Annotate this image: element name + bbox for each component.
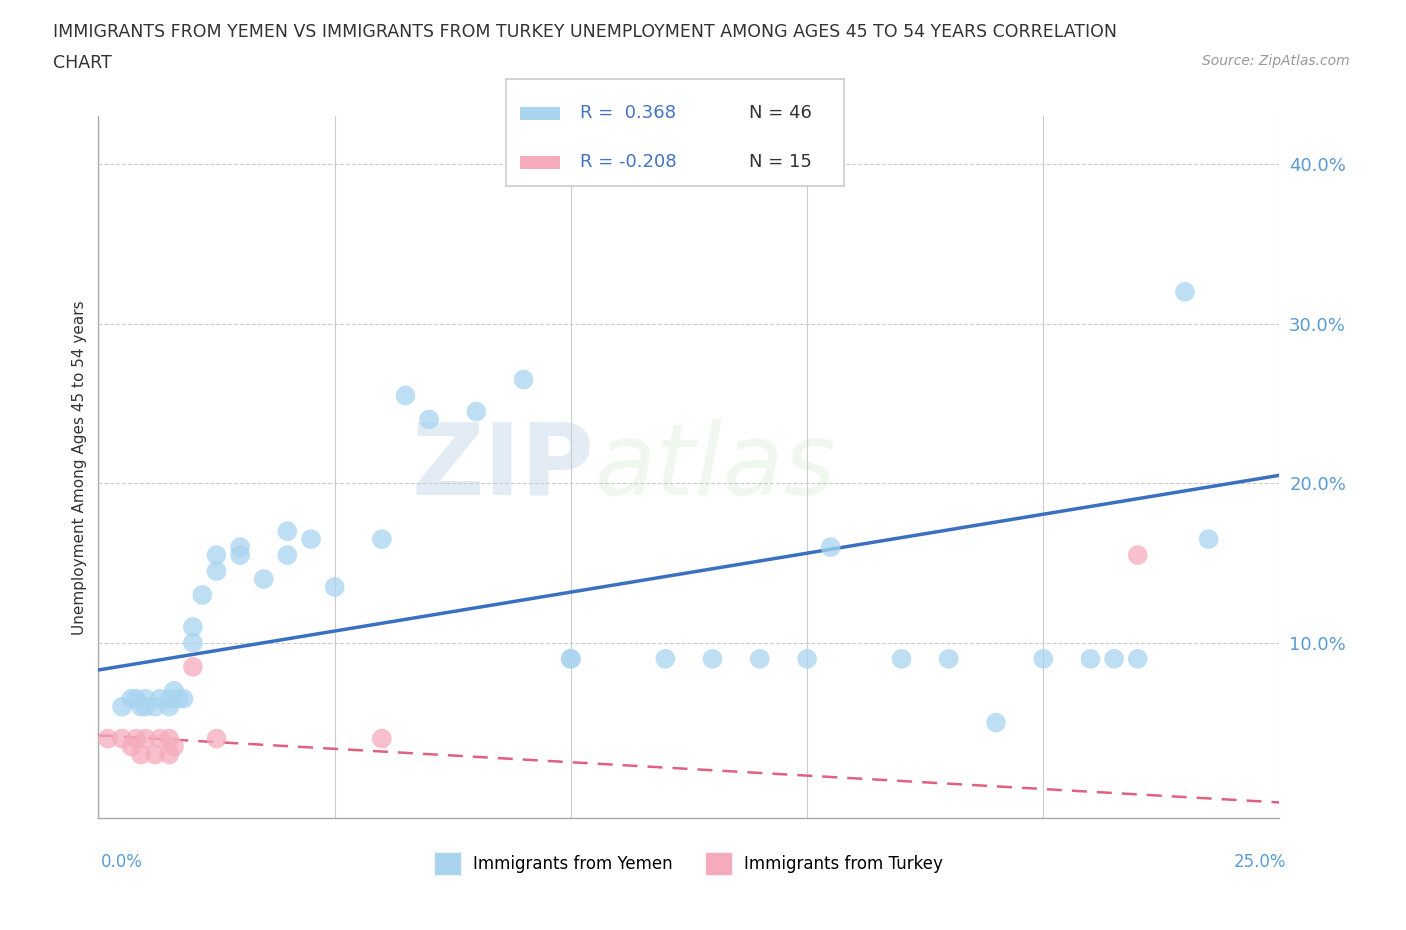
Bar xyxy=(520,107,560,120)
Point xyxy=(938,651,960,666)
Point xyxy=(371,532,394,547)
Point xyxy=(172,691,194,706)
Point xyxy=(149,731,172,746)
Point xyxy=(205,731,228,746)
Point xyxy=(149,691,172,706)
Point xyxy=(796,651,818,666)
Legend: Immigrants from Yemen, Immigrants from Turkey: Immigrants from Yemen, Immigrants from T… xyxy=(427,846,950,881)
Point xyxy=(299,532,322,547)
Point xyxy=(191,588,214,603)
Point xyxy=(1080,651,1102,666)
Point xyxy=(157,731,180,746)
Text: N = 15: N = 15 xyxy=(749,153,813,171)
Point xyxy=(121,739,143,754)
Point xyxy=(253,572,276,587)
Point xyxy=(748,651,770,666)
Point xyxy=(205,564,228,578)
Point xyxy=(121,691,143,706)
Y-axis label: Unemployment Among Ages 45 to 54 years: Unemployment Among Ages 45 to 54 years xyxy=(72,300,87,634)
Point xyxy=(276,524,298,538)
Point xyxy=(820,539,842,554)
Point xyxy=(135,691,157,706)
Point xyxy=(157,747,180,762)
Point xyxy=(371,731,394,746)
Point xyxy=(167,691,190,706)
Point xyxy=(418,412,440,427)
Point xyxy=(129,699,152,714)
Point xyxy=(143,747,166,762)
Point xyxy=(135,699,157,714)
Text: 0.0%: 0.0% xyxy=(101,853,143,870)
Point xyxy=(125,691,148,706)
Point xyxy=(1198,532,1220,547)
Point xyxy=(181,659,204,674)
Point xyxy=(229,548,252,563)
Point xyxy=(1032,651,1054,666)
Point xyxy=(111,699,134,714)
Point xyxy=(125,731,148,746)
Point xyxy=(1174,285,1197,299)
Point xyxy=(181,635,204,650)
Text: ZIP: ZIP xyxy=(412,418,595,516)
Text: N = 46: N = 46 xyxy=(749,104,813,122)
Point xyxy=(276,548,298,563)
Text: 25.0%: 25.0% xyxy=(1234,853,1286,870)
Point xyxy=(157,691,180,706)
Point xyxy=(560,651,582,666)
Point xyxy=(702,651,724,666)
Point xyxy=(512,372,534,387)
Point xyxy=(163,684,186,698)
Text: IMMIGRANTS FROM YEMEN VS IMMIGRANTS FROM TURKEY UNEMPLOYMENT AMONG AGES 45 TO 54: IMMIGRANTS FROM YEMEN VS IMMIGRANTS FROM… xyxy=(53,23,1118,41)
Point xyxy=(323,579,346,594)
Point xyxy=(135,731,157,746)
Text: R = -0.208: R = -0.208 xyxy=(581,153,678,171)
Point xyxy=(229,539,252,554)
Point xyxy=(654,651,676,666)
Point xyxy=(984,715,1007,730)
Point xyxy=(1102,651,1125,666)
Point xyxy=(181,619,204,634)
Point xyxy=(111,731,134,746)
Point xyxy=(465,404,488,418)
Point xyxy=(97,731,120,746)
Text: atlas: atlas xyxy=(595,418,837,516)
Point xyxy=(1126,651,1149,666)
Point xyxy=(890,651,912,666)
Point xyxy=(157,699,180,714)
Point xyxy=(560,651,582,666)
Point xyxy=(394,388,416,403)
Point xyxy=(143,699,166,714)
Text: Source: ZipAtlas.com: Source: ZipAtlas.com xyxy=(1202,54,1350,68)
Point xyxy=(205,548,228,563)
Point xyxy=(129,747,152,762)
Point xyxy=(1126,548,1149,563)
Text: CHART: CHART xyxy=(53,54,112,72)
Bar xyxy=(520,156,560,169)
Point xyxy=(163,739,186,754)
Text: R =  0.368: R = 0.368 xyxy=(581,104,676,122)
